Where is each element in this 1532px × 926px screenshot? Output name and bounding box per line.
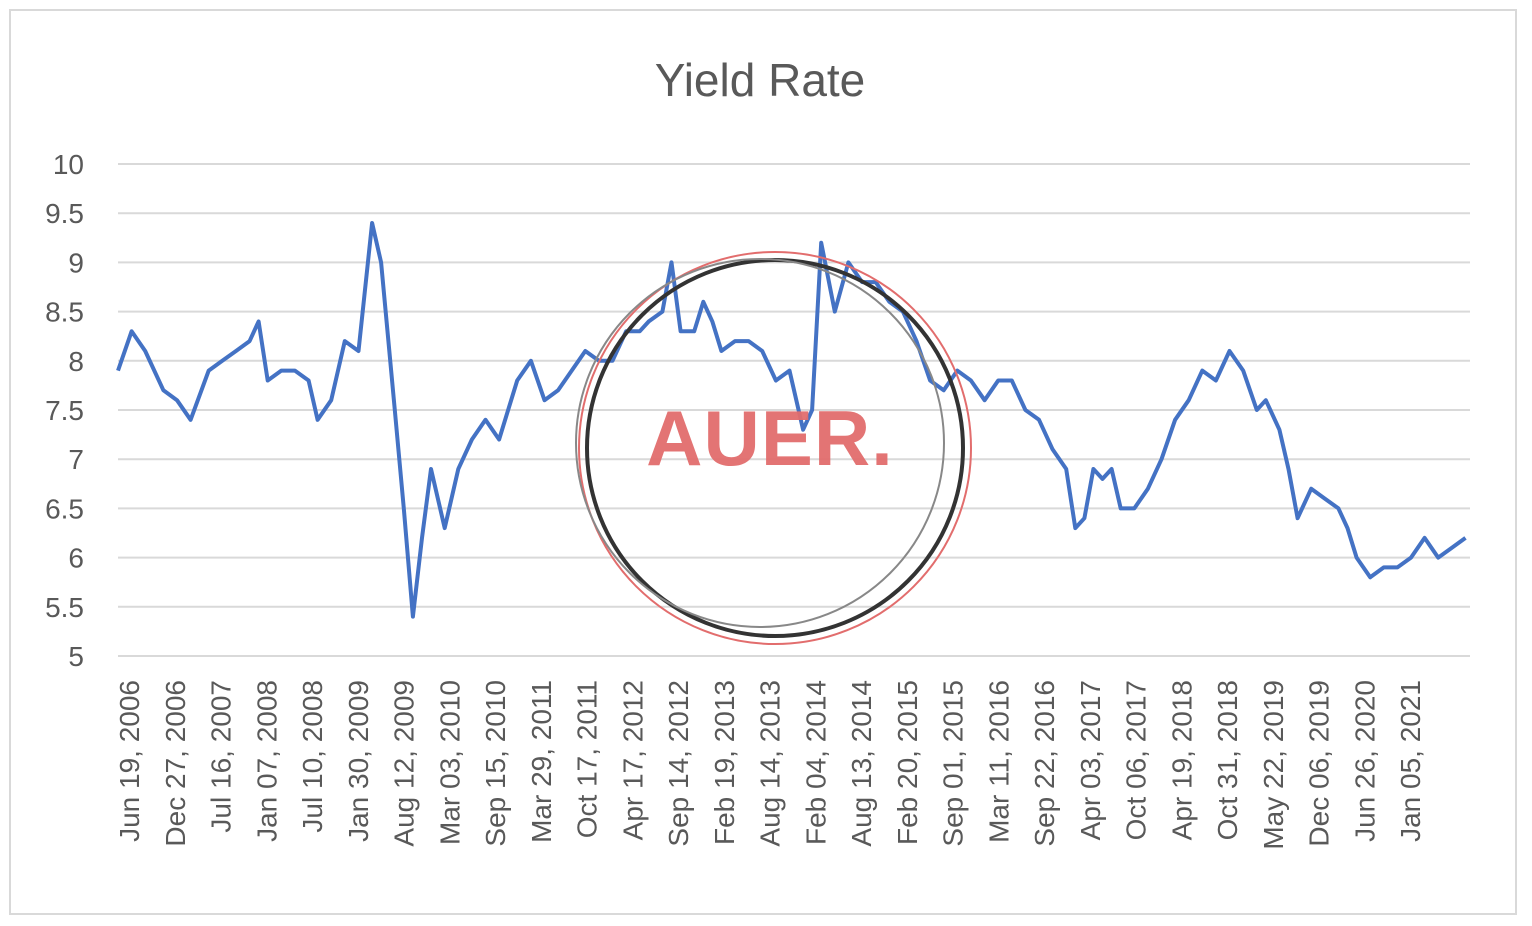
x-axis-tick-labels: Jun 19, 2006 Dec 27, 2006 Jul 16, 2007 Jan … [114,680,1426,850]
y-tick-label: 6 [68,543,84,574]
x-tick-label: Mar 11, 2016 [983,680,1014,843]
y-tick-label: 7 [68,444,84,475]
y-tick-label: 9 [68,247,84,278]
x-tick-label: Dec 06, 2019 [1304,680,1335,847]
x-tick-label: Jul 16, 2007 [206,680,237,833]
x-tick-label: Dec 27, 2006 [160,680,191,847]
y-tick-label: 5 [68,641,84,672]
x-tick-label: May 22, 2019 [1258,680,1289,850]
x-tick-label: Mar 03, 2010 [434,680,465,845]
y-axis-tick-labels: 10 9.5 9 8.5 8 7.5 7 6.5 6 5.5 5 [45,149,84,672]
yield-rate-series-line [116,221,1467,619]
x-tick-label: Apr 19, 2018 [1166,680,1197,840]
x-tick-label: Jun 19, 2006 [114,680,145,842]
gridlines [118,163,1470,657]
x-tick-label: Apr 17, 2012 [617,680,648,840]
x-tick-label: Sep 22, 2016 [1029,680,1060,847]
y-tick-label: 6.5 [45,493,84,524]
y-tick-label: 8.5 [45,297,84,328]
x-tick-label: Oct 06, 2017 [1121,680,1152,840]
x-tick-label: Jan 05, 2021 [1395,680,1426,842]
x-tick-label: Feb 04, 2014 [800,680,831,845]
y-tick-label: 7.5 [45,395,84,426]
x-tick-label: Aug 14, 2013 [755,680,786,847]
chart-title: Yield Rate [655,54,866,106]
x-tick-label: Aug 12, 2009 [389,680,420,847]
y-tick-label: 10 [53,149,84,180]
x-tick-label: Aug 13, 2014 [846,680,877,847]
y-tick-label: 5.5 [45,592,84,623]
x-tick-label: Jan 07, 2008 [251,680,282,842]
x-tick-label: Mar 29, 2011 [526,680,557,843]
chart-frame [9,9,1517,915]
x-tick-label: Oct 31, 2018 [1212,680,1243,840]
y-tick-label: 9.5 [45,198,84,229]
x-tick-label: Sep 15, 2010 [480,680,511,847]
x-tick-label: Apr 03, 2017 [1075,680,1106,840]
x-tick-label: Sep 14, 2012 [663,680,694,847]
x-tick-label: Jul 10, 2008 [297,680,328,833]
watermark-outer-ring [578,251,972,645]
watermark-shadow-ring [575,258,945,628]
x-tick-label: Jan 30, 2009 [343,680,374,842]
x-tick-label: Sep 01, 2015 [938,680,969,847]
x-tick-label: Oct 17, 2011 [572,680,603,838]
x-tick-label: Feb 19, 2013 [709,680,740,845]
y-tick-label: 8 [68,346,84,377]
watermark-text: AUER. [646,394,894,482]
watermark: AUER. [575,251,972,645]
x-tick-label: Feb 20, 2015 [892,680,923,845]
x-tick-label: Jun 26, 2020 [1349,680,1380,842]
